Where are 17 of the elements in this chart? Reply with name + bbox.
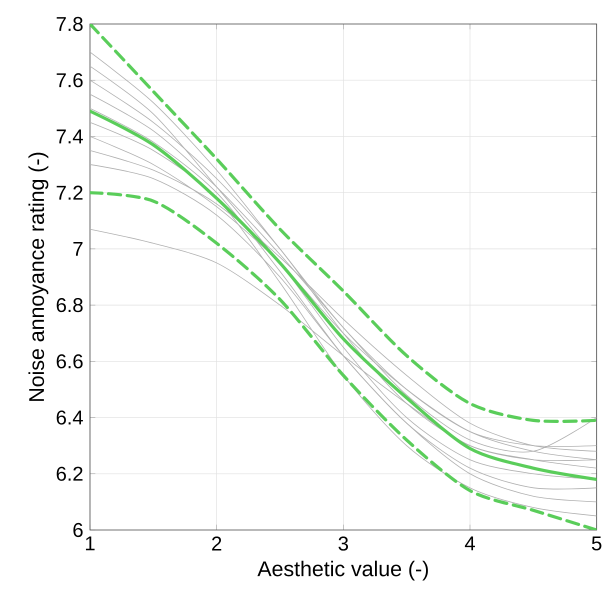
y-tick-label: 7.2	[56, 186, 83, 200]
y-tick-label: 6	[74, 522, 83, 538]
y-tick-label: 6.6	[56, 354, 83, 368]
x-axis-title: Aesthetic value (-)	[258, 560, 428, 581]
x-tick-label: 2	[212, 536, 222, 550]
y-axis-title: Noise annoyance rating (-)	[28, 152, 49, 401]
y-tick-label: 7.4	[56, 130, 84, 144]
x-tick-label: 5	[592, 536, 602, 550]
y-tick-label: 7.8	[56, 16, 83, 32]
x-tick-label: 4	[465, 536, 476, 550]
x-tick-label: 1	[86, 536, 95, 550]
y-tick-label: 6.4	[56, 410, 84, 425]
y-tick-label: 7	[74, 242, 83, 256]
y-tick-label: 6.2	[56, 466, 83, 481]
y-tick-label: 6.8	[56, 298, 83, 312]
y-tick-label: 7.6	[56, 73, 83, 88]
x-tick-label: 3	[338, 536, 348, 551]
